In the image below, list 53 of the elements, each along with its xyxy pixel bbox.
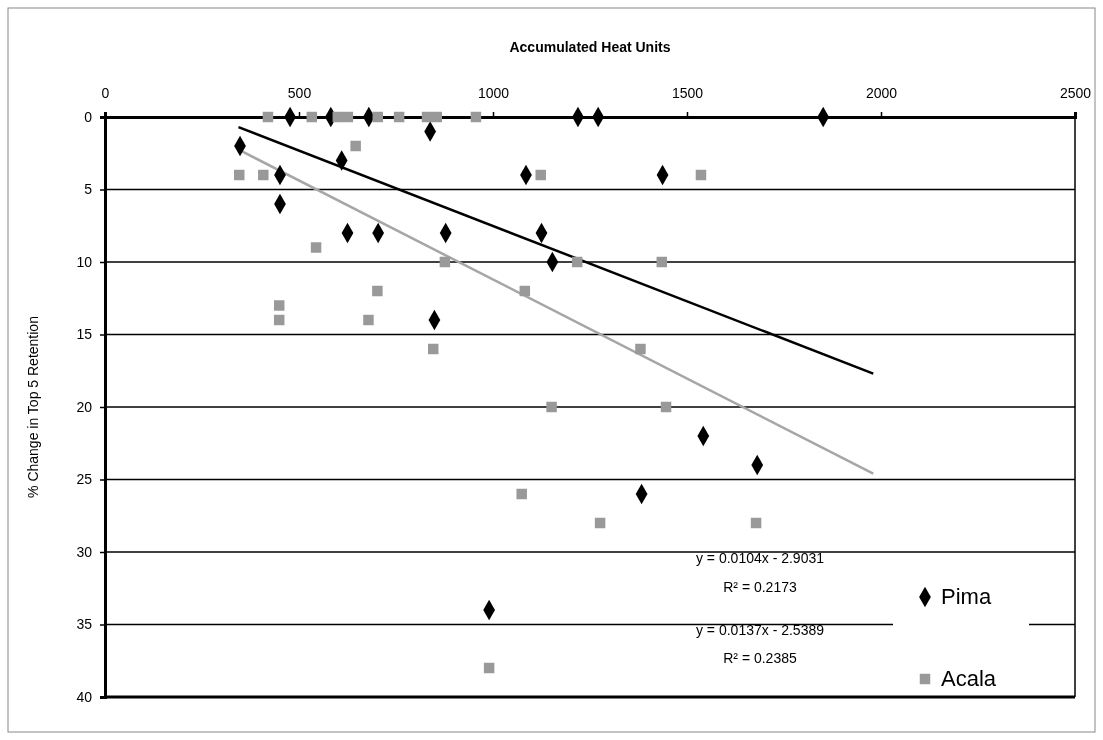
x-tick-label: 2500 [1059,85,1092,101]
point [332,111,344,123]
x-tick-label: 0 [101,85,110,101]
legend-label: Acala [941,666,997,691]
point [483,662,495,674]
point [535,169,546,181]
point [393,111,405,123]
point [750,517,762,529]
point [656,256,668,268]
legend-label: Pima [941,584,992,609]
x-tick-label: 2000 [865,85,898,101]
point [273,300,285,311]
x-tick-label: 500 [287,85,312,101]
annotation: y = 0.0137x - 2.5389 [695,622,825,638]
point [660,401,672,413]
annotation: R² = 0.2385 [723,650,797,666]
point [470,111,482,123]
y-tick-label: 35 [76,616,93,633]
y-axis-title: % Change in Top 5 Retention [25,316,41,498]
point [342,111,354,123]
y-tick-label: 15 [76,326,93,343]
point [428,343,439,355]
annotation: R² = 0.2173 [723,579,797,595]
point [516,488,527,500]
point [350,140,361,152]
point [310,242,322,253]
point [363,314,374,326]
point [695,169,707,181]
point [571,256,583,268]
point [258,169,269,181]
y-tick-label: 0 [84,108,93,125]
point [431,111,442,123]
point [372,111,384,123]
point [439,256,451,268]
point [519,285,531,297]
x-tick-label: 1500 [671,85,704,101]
y-tick-label: 5 [84,181,93,198]
y-tick-label: 25 [76,471,93,488]
point [594,517,606,529]
point [273,314,285,326]
y-tick-label: 20 [76,398,93,415]
x-tick-label: 1000 [477,85,510,101]
y-tick-label: 30 [76,543,93,560]
x-axis-title: Accumulated Heat Units [509,39,671,55]
point [262,111,274,123]
point [546,401,557,413]
point [635,343,646,355]
annotation: y = 0.0104x - 2.9031 [695,550,825,566]
point [372,285,383,297]
point [234,169,245,181]
y-tick-label: 40 [76,688,93,705]
point [306,111,318,123]
y-tick-label: 10 [76,253,93,270]
